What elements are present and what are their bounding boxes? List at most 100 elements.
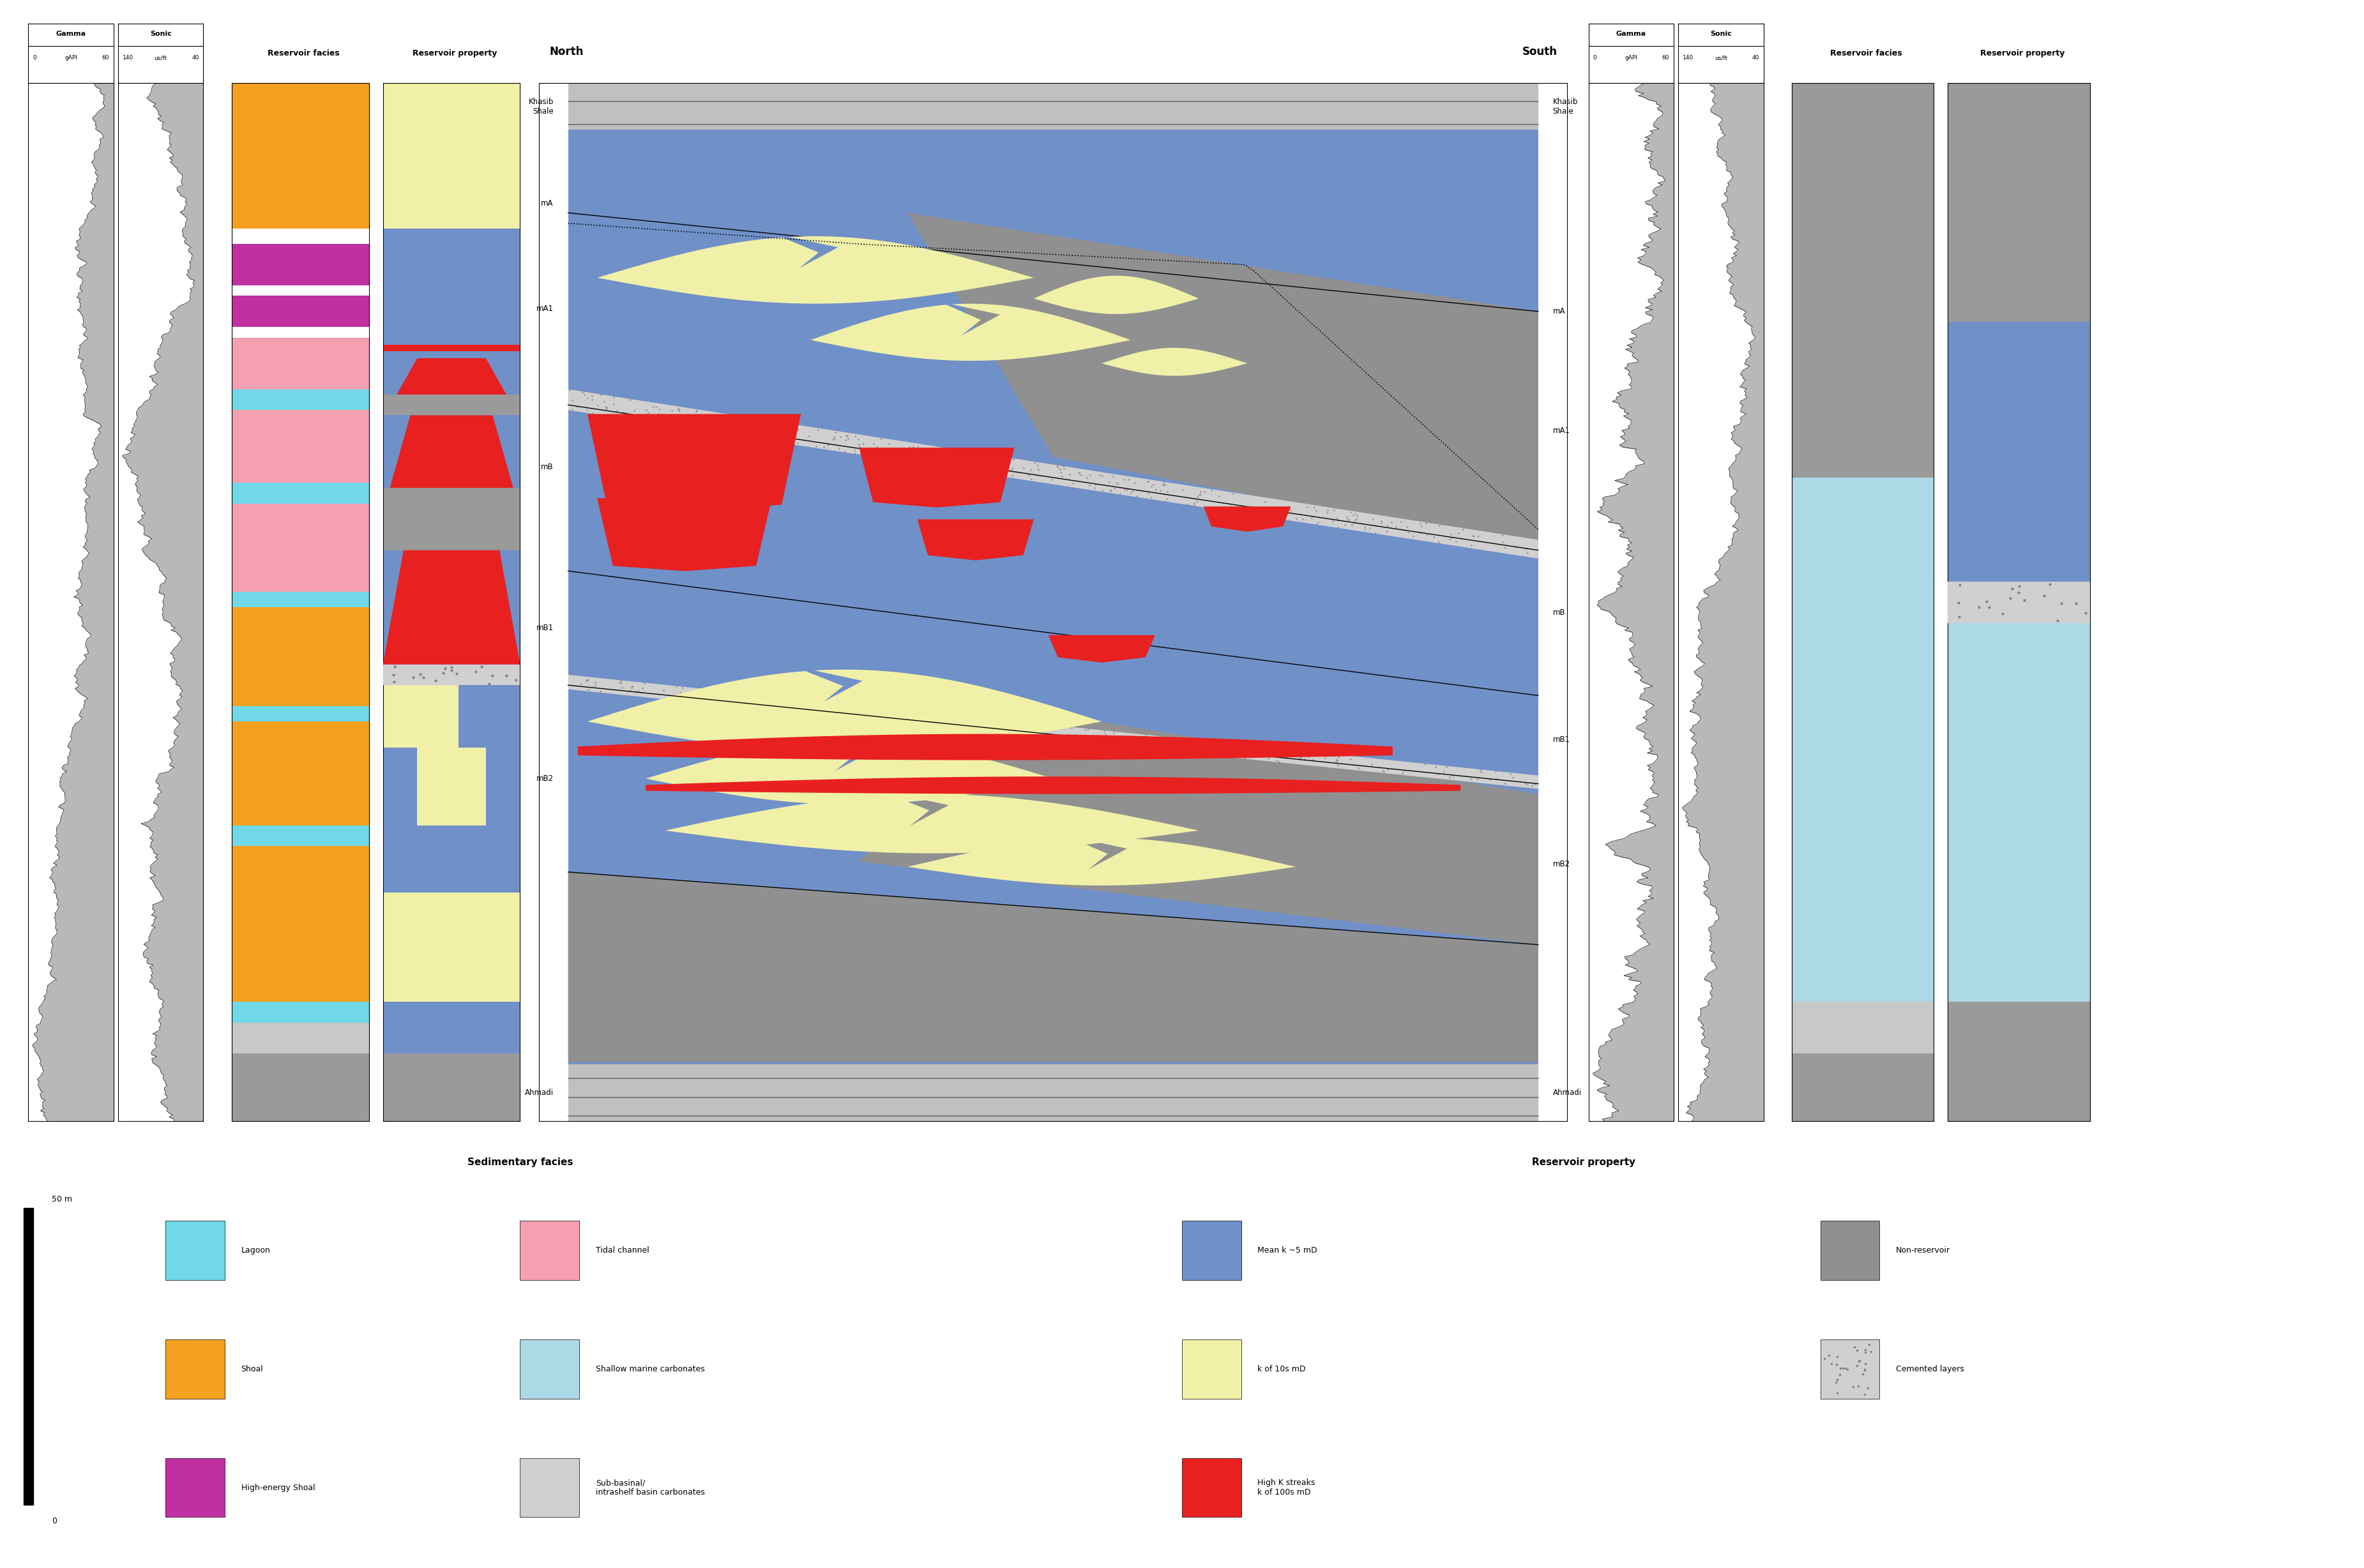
Bar (1948, 83, 2090, 321)
Bar (383, 1002, 520, 1054)
Polygon shape (598, 499, 771, 571)
Bar (567, 83, 1539, 130)
Text: us/ft: us/ft (1714, 55, 1728, 61)
Polygon shape (1047, 635, 1156, 663)
Bar (1948, 478, 2090, 582)
Polygon shape (645, 776, 1461, 793)
Text: mA1: mA1 (1553, 426, 1570, 434)
Text: Reservoir property: Reservoir property (1981, 49, 2064, 58)
Polygon shape (577, 734, 1392, 760)
Polygon shape (858, 447, 1014, 508)
Text: North: North (548, 45, 584, 58)
Text: us/ft: us/ft (154, 55, 168, 61)
Bar (232, 1002, 369, 1022)
Point (1967, 588, 2005, 613)
Text: mB: mB (541, 463, 553, 472)
Bar (383, 229, 520, 345)
Bar (383, 550, 520, 665)
Bar (232, 483, 369, 503)
Polygon shape (858, 706, 1539, 944)
Text: Reservoir facies: Reservoir facies (267, 49, 340, 58)
Bar (232, 389, 369, 411)
Bar (232, 591, 369, 607)
Text: Reservoir facies: Reservoir facies (1830, 49, 1903, 58)
Polygon shape (917, 519, 1033, 560)
Point (1941, 604, 1979, 629)
Text: Sonic: Sonic (149, 31, 173, 38)
FancyBboxPatch shape (1182, 1339, 1241, 1399)
Point (473, 663, 511, 688)
Bar (1948, 582, 2090, 622)
Bar (383, 358, 520, 395)
Polygon shape (567, 674, 1539, 789)
Text: Non-reservoir: Non-reservoir (1896, 1247, 1950, 1254)
Bar (1948, 1002, 2090, 1054)
Text: Ahmadi: Ahmadi (525, 1088, 553, 1096)
Text: Sub-basinal/
intrashelf basin carbonates: Sub-basinal/ intrashelf basin carbonates (596, 1479, 704, 1496)
Text: Ahmadi: Ahmadi (1553, 1088, 1582, 1096)
Bar (232, 328, 369, 337)
Text: 60: 60 (1662, 55, 1669, 61)
Point (487, 663, 525, 688)
Text: Legend: Legend (24, 1336, 33, 1377)
Text: mB1: mB1 (1553, 735, 1570, 743)
Point (1960, 594, 1998, 619)
Text: mB1: mB1 (537, 624, 553, 632)
Polygon shape (1033, 276, 1199, 314)
Text: mB: mB (1553, 608, 1565, 616)
Text: South: South (1522, 45, 1558, 58)
Text: Gamma: Gamma (1617, 31, 1645, 38)
Bar (232, 1054, 369, 1121)
Point (2042, 591, 2080, 616)
FancyBboxPatch shape (520, 1221, 579, 1279)
Bar (232, 721, 369, 825)
Point (376, 670, 414, 695)
Bar (383, 83, 520, 229)
Text: Sedimentary facies: Sedimentary facies (468, 1157, 572, 1167)
Point (496, 668, 534, 693)
Text: 140: 140 (123, 55, 132, 61)
Point (416, 668, 454, 693)
FancyBboxPatch shape (520, 1458, 579, 1518)
Point (1990, 585, 2028, 610)
Bar (567, 1065, 1539, 1121)
Bar (232, 847, 369, 1002)
Bar (232, 245, 369, 285)
Text: Khasib
Shale: Khasib Shale (1553, 97, 1577, 116)
Bar (232, 1022, 369, 1054)
FancyBboxPatch shape (1820, 1339, 1879, 1399)
Text: mA1: mA1 (537, 304, 553, 314)
Text: 0: 0 (52, 1518, 57, 1526)
Bar (383, 345, 520, 351)
Bar (232, 337, 369, 389)
Text: Shoal: Shoal (241, 1364, 262, 1374)
Point (1938, 590, 1976, 615)
Polygon shape (645, 739, 1052, 804)
Bar (1792, 478, 1934, 1002)
Text: Tidal channel: Tidal channel (596, 1247, 650, 1254)
Point (1972, 594, 2009, 619)
Point (1941, 572, 1979, 597)
Point (2031, 572, 2068, 597)
Point (2026, 583, 2064, 608)
Bar (232, 607, 369, 706)
Point (456, 659, 494, 684)
Bar (1948, 1054, 2090, 1121)
Point (470, 671, 508, 696)
Point (395, 665, 433, 690)
Polygon shape (1102, 348, 1248, 376)
Point (404, 665, 442, 690)
Bar (383, 416, 520, 488)
Polygon shape (567, 389, 1539, 558)
Bar (1792, 1054, 1934, 1121)
FancyBboxPatch shape (520, 1339, 579, 1399)
Bar (1792, 1002, 1934, 1054)
Text: k of 10s mD: k of 10s mD (1258, 1364, 1305, 1374)
Text: Cemented layers: Cemented layers (1896, 1364, 1964, 1374)
Point (437, 662, 475, 687)
Text: mB2: mB2 (1553, 861, 1570, 869)
Text: Gamma: Gamma (57, 31, 85, 38)
FancyBboxPatch shape (165, 1339, 225, 1399)
Point (2057, 591, 2095, 616)
Text: Sonic: Sonic (1709, 31, 1733, 38)
